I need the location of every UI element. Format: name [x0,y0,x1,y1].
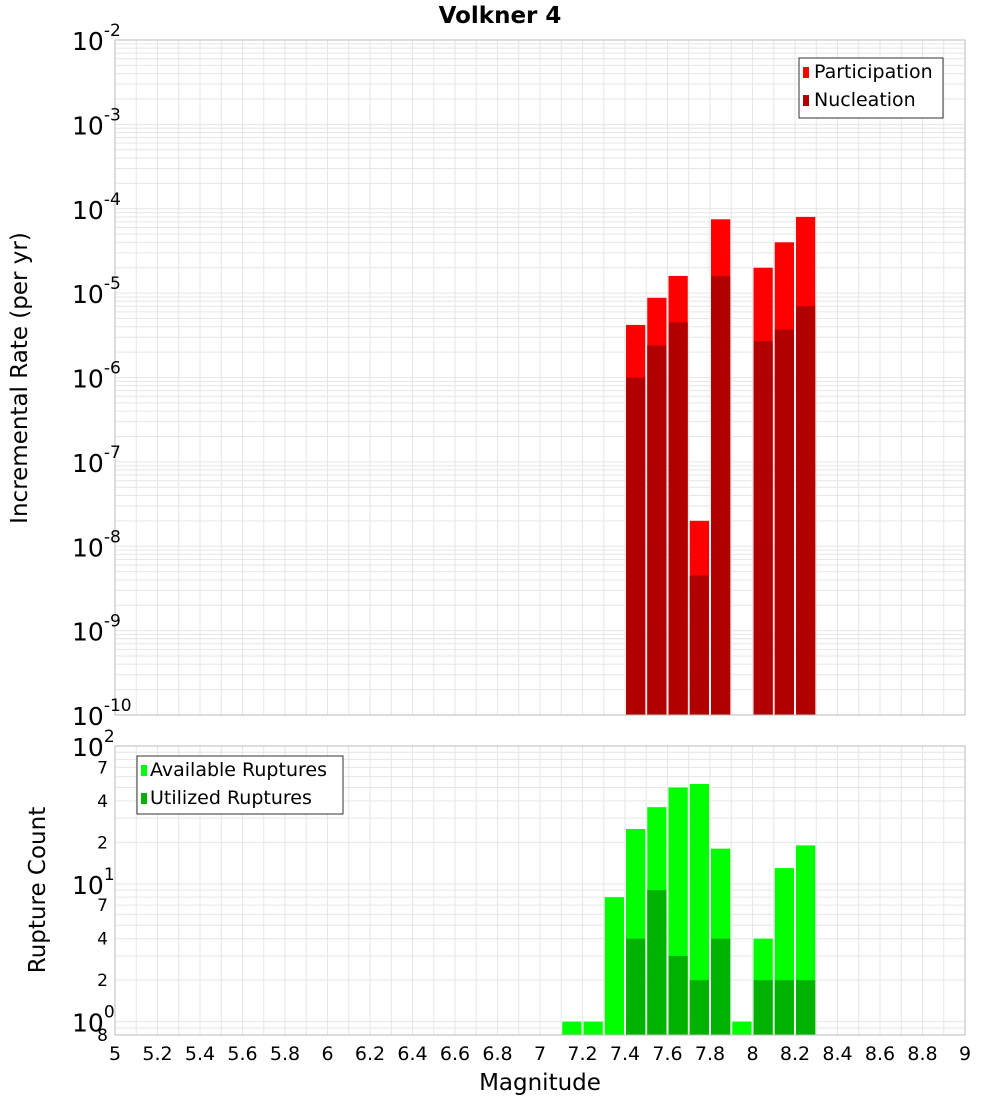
available-ruptures-bar [732,1021,752,1035]
nucleation-bar [711,275,731,715]
nucleation-bar [796,306,816,715]
x-tick-label: 6.2 [355,1043,385,1065]
x-tick-label: 5.6 [227,1043,257,1065]
legend-swatch [141,765,147,776]
rate-y-tick-exponent: -2 [104,21,121,41]
rate-y-tick-label: 10-7 [72,443,121,478]
rate-y-tick-label: 10-10 [72,696,132,731]
rate-plot-border [114,39,966,716]
rate-y-tick-label: 10-9 [72,612,121,647]
x-tick-label: 6 [321,1043,333,1065]
rate-y-tick-label: 10-6 [72,359,121,394]
rate-y-tick-exponent: -9 [104,612,121,632]
rate-y-tick-exponent: -7 [104,443,121,463]
count-y-tick-label: 101 [72,865,115,900]
rate-legend: Participation Nucleation [798,57,944,119]
nucleation-bar [626,377,646,715]
count-y-minor-tick-label: 8 [97,1026,108,1046]
available-ruptures-bar [562,1021,582,1035]
count-y-tick-exponent: 0 [104,1003,115,1023]
count-plot-border [114,745,966,1036]
nucleation-bar [668,322,688,715]
count-y-tick-exponent: 2 [104,727,115,747]
rate-y-tick-label: 10-3 [72,105,121,140]
rate-y-axis-label: Incremental Rate (per yr) [7,232,33,524]
legend-label: Participation [814,61,933,83]
utilized-ruptures-bar [626,938,646,1035]
utilized-ruptures-bar [689,980,709,1035]
rate-y-tick-exponent: -5 [104,274,121,294]
count-y-minor-tick-label: 7 [97,896,108,916]
count-y-minor-tick-label: 2 [97,971,108,991]
nucleation-bar [689,575,709,715]
x-tick-label: 5.4 [185,1043,215,1065]
rate-y-tick-exponent: -4 [104,190,121,210]
rate-y-tick-label: 10-5 [72,274,121,309]
utilized-ruptures-bar [668,955,688,1035]
rate-y-tick-exponent: -3 [104,105,121,125]
legend-label: Nucleation [814,89,916,111]
available-ruptures-bar [604,897,624,1035]
count-legend-box [136,755,344,815]
available-ruptures-bar [689,784,709,1035]
x-tick-label: 7.4 [610,1043,640,1065]
utilized-ruptures-bar [753,980,773,1035]
count-y-tick-label: 100 [72,1003,115,1038]
x-tick-label: 6.6 [440,1043,470,1065]
x-tick-label: 8.6 [865,1043,895,1065]
rate-y-tick-label: 10-4 [72,190,121,225]
x-tick-label: 9 [959,1043,971,1065]
x-tick-label: 7.6 [652,1043,682,1065]
rate-y-tick-exponent: -8 [104,527,121,547]
rate-y-tick-label: 10-2 [72,21,121,56]
count-y-minor-tick-label: 7 [97,758,108,778]
x-tick-label: 6.4 [397,1043,427,1065]
nucleation-bar [774,329,794,715]
legend-label: Utilized Ruptures [150,787,312,809]
rate-legend-box [798,57,944,119]
count-y-minor-tick-label: 4 [97,930,108,950]
x-tick-label: 7.2 [567,1043,597,1065]
x-tick-label: 8.4 [822,1043,852,1065]
x-tick-label: 8 [746,1043,758,1065]
x-tick-label: 8.8 [907,1043,937,1065]
count-y-tick-exponent: 1 [104,865,115,885]
x-tick-label: 5.8 [270,1043,300,1065]
rate-y-tick-label: 10-8 [72,527,121,562]
count-legend: Available Ruptures Utilized Ruptures [136,755,344,815]
utilized-ruptures-bar [647,890,667,1035]
count-y-axis-label: Rupture Count [25,807,51,973]
legend-swatch [803,95,809,106]
chart-title: Volkner 4 [439,3,562,29]
x-tick-label: 7.8 [695,1043,725,1065]
utilized-ruptures-bar [774,980,794,1035]
x-tick-label: 8.2 [780,1043,810,1065]
count-y-tick-label: 102 [72,727,115,762]
rate-plot: 10-2 10-3 10-4 10-5 10-6 10-7 10-8 10-9 10-10 Par… [72,21,966,731]
rate-y-tick-exponent: -6 [104,359,121,379]
x-tick-label: 5.2 [142,1043,172,1065]
legend-swatch [803,67,809,78]
x-tick-label: 6.8 [482,1043,512,1065]
count-y-minor-tick-label: 2 [97,833,108,853]
rate-y-tick-exponent: -10 [104,696,132,716]
utilized-ruptures-bar [711,938,731,1035]
available-ruptures-bar [583,1021,603,1035]
nucleation-bar [753,341,773,715]
legend-label: Available Ruptures [150,759,327,781]
utilized-ruptures-bar [796,980,816,1035]
x-tick-label: 5 [109,1043,121,1065]
nucleation-bar [647,345,667,715]
count-y-minor-tick-label: 4 [97,792,108,812]
x-axis-label: Magnitude [479,1070,601,1096]
x-tick-label: 7 [534,1043,546,1065]
legend-swatch [141,793,147,804]
